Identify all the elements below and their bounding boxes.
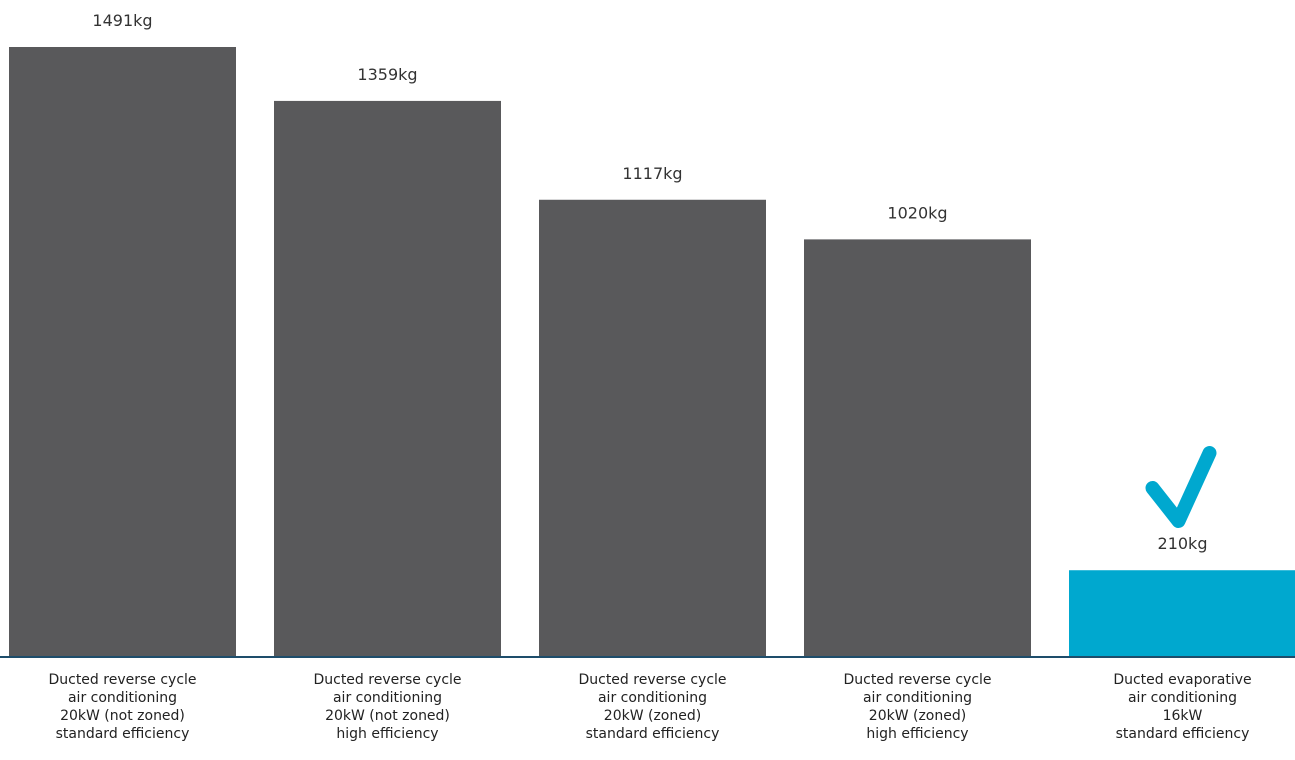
category-label-line: air conditioning — [68, 690, 177, 706]
category-label-line: high efficiency — [336, 726, 438, 742]
category-label: Ducted reverse cycle air conditioning 20kW… — [48, 672, 196, 742]
bar — [9, 47, 236, 656]
category-label-line: Ducted evaporative — [1113, 672, 1251, 688]
bar — [804, 239, 1031, 656]
category-label-line: 16kW — [1163, 708, 1203, 724]
category-label-line: standard efficiency — [56, 726, 190, 742]
category-label-line: air conditioning — [1128, 690, 1237, 706]
category-label-line: air conditioning — [598, 690, 707, 706]
category-label-line: air conditioning — [333, 690, 442, 706]
category-label-line: Ducted reverse cycle — [48, 672, 196, 688]
checkmark-icon — [1145, 446, 1217, 528]
category-label-line: Ducted reverse cycle — [313, 672, 461, 688]
category-label-line: high efficiency — [866, 726, 968, 742]
bar-value-label: 1020kg — [887, 203, 947, 222]
category-label-line: 20kW (not zoned) — [60, 708, 185, 724]
bar — [274, 100, 501, 657]
bar-value-label: 1491kg — [92, 11, 152, 30]
category-label-line: 20kW (zoned) — [604, 708, 701, 724]
category-label: Ducted reverse cycle air conditioning 20kW… — [843, 672, 991, 742]
category-label-line: standard efficiency — [586, 726, 720, 742]
category-label-line: air conditioning — [863, 690, 972, 706]
bar-value-label: 1359kg — [357, 65, 417, 84]
category-label: Ducted reverse cycle air conditioning 20kW… — [313, 672, 461, 742]
bar-value-label: 210kg — [1158, 534, 1208, 553]
bar-value-label: 1117kg — [622, 164, 682, 183]
category-label-line: 20kW (not zoned) — [325, 708, 450, 724]
category-label-line: Ducted reverse cycle — [843, 672, 991, 688]
category-label-line: 20kW (zoned) — [869, 708, 966, 724]
category-label: Ducted reverse cycle air conditioning 20kW… — [578, 672, 726, 742]
category-label: Ducted evaporative air conditioning 16kW st… — [1113, 672, 1251, 742]
bar — [1069, 570, 1295, 656]
category-label-line: Ducted reverse cycle — [578, 672, 726, 688]
category-label-line: standard efficiency — [1116, 726, 1250, 742]
bar — [539, 199, 766, 656]
